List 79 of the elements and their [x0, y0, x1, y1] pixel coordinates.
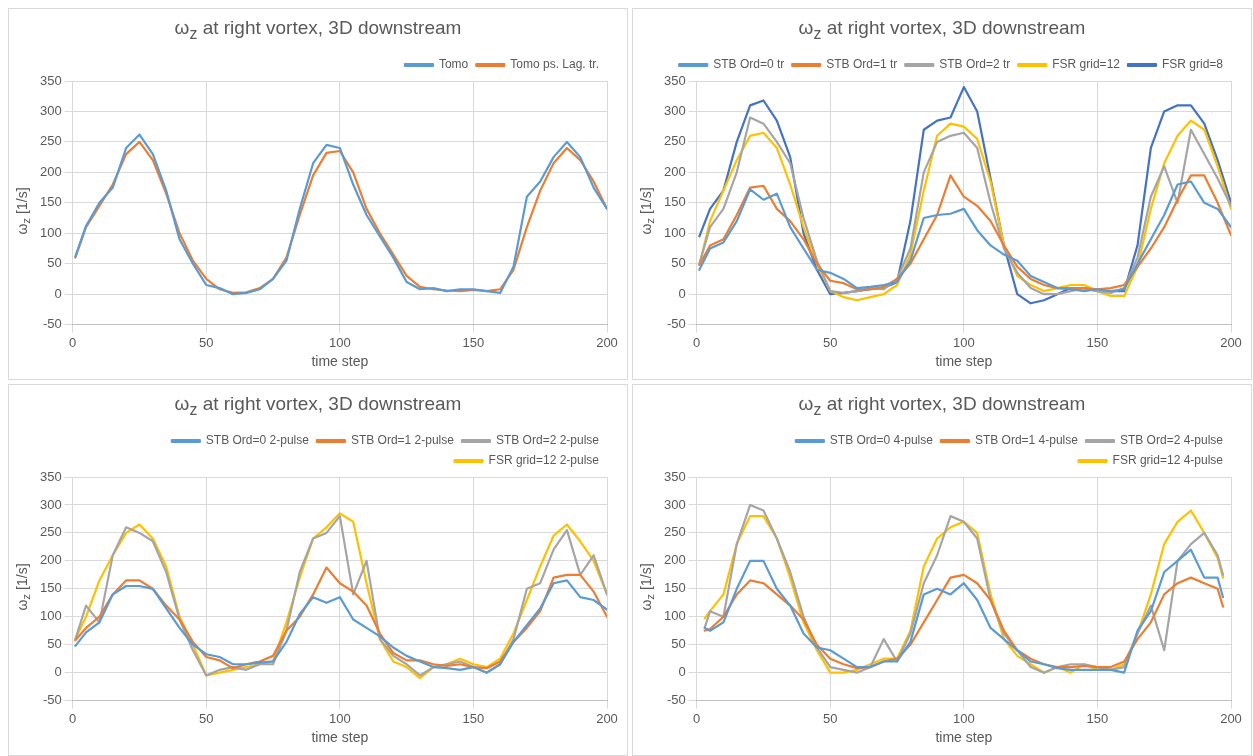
chart-title: ω$_{z}$ at right vortex, 3D downstream: [797, 16, 1087, 44]
legend-label: STB Ord=0 2-pulse: [205, 433, 310, 448]
y-tick-label: 150: [39, 580, 62, 596]
chart-title: ω$_{z}$ at right vortex, 3D downstream: [173, 392, 463, 420]
legend-label: STB Ord=1 4-pulse: [974, 433, 1079, 448]
y-tick-label: 300: [39, 103, 62, 119]
x-tick-label: 50: [823, 710, 838, 726]
y-tick-label: 50: [47, 636, 62, 652]
y-tick-label: 250: [39, 524, 62, 540]
y-tick-label: -50: [42, 316, 62, 332]
y-tick-label: 0: [54, 285, 62, 301]
y-tick-label: 200: [39, 163, 62, 179]
x-tick-label: 0: [69, 710, 77, 726]
x-tick-label: 100: [328, 334, 351, 350]
y-tick-label: 350: [39, 468, 62, 484]
y-tick-label: -50: [42, 692, 62, 708]
y-tick-label: 100: [39, 608, 62, 624]
x-tick-label: 200: [596, 334, 618, 350]
x-tick-label: 0: [693, 334, 701, 350]
y-tick-label: 150: [39, 194, 62, 210]
x-tick-label: 50: [199, 710, 214, 726]
y-tick-label: 250: [39, 133, 62, 149]
y-tick-label: 200: [663, 552, 686, 568]
y-tick-label: 100: [663, 608, 686, 624]
x-tick-label: 200: [1220, 334, 1242, 350]
y-tick-label: 50: [47, 255, 62, 271]
legend-label: Tomo: [438, 57, 469, 72]
x-tick-label: 50: [199, 334, 214, 350]
y-tick-label: 250: [663, 524, 686, 540]
y-tick-label: 0: [678, 285, 686, 301]
y-tick-label: 300: [663, 496, 686, 512]
y-tick-label: 0: [54, 664, 62, 680]
legend-label: STB Ord=2 tr: [939, 57, 1011, 72]
y-tick-label: 300: [663, 103, 686, 119]
x-tick-label: 100: [328, 710, 351, 726]
x-axis-title: time step: [935, 729, 993, 746]
y-tick-label: -50: [666, 692, 686, 708]
x-tick-label: 200: [596, 710, 618, 726]
legend-label: FSR grid=8: [1161, 57, 1224, 72]
legend-label: STB Ord=1 2-pulse: [350, 433, 455, 448]
legend-label: FSR grid=12 4-pulse: [1112, 453, 1224, 468]
x-tick-label: 50: [823, 334, 838, 350]
legend-label: STB Ord=1 tr: [826, 57, 898, 72]
legend-label: FSR grid=12 2-pulse: [488, 453, 600, 468]
y-tick-label: 350: [663, 468, 686, 484]
x-tick-label: 150: [1086, 334, 1109, 350]
x-tick-label: 150: [462, 710, 485, 726]
y-tick-label: 350: [663, 72, 686, 88]
y-tick-label: 150: [663, 580, 686, 596]
y-tick-label: 100: [39, 224, 62, 240]
x-axis-title: time step: [311, 353, 369, 370]
chart-title: ω$_{z}$ at right vortex, 3D downstream: [173, 16, 463, 44]
y-tick-label: 200: [663, 163, 686, 179]
x-tick-label: 150: [462, 334, 485, 350]
x-tick-label: 100: [952, 710, 975, 726]
chart-title: ω$_{z}$ at right vortex, 3D downstream: [797, 392, 1087, 420]
legend-label: STB Ord=2 2-pulse: [495, 433, 600, 448]
y-tick-label: 250: [663, 133, 686, 149]
y-tick-label: 50: [671, 255, 686, 271]
y-tick-label: 50: [671, 636, 686, 652]
y-tick-label: -50: [666, 316, 686, 332]
legend-label: STB Ord=0 tr: [713, 57, 785, 72]
x-axis-title: time step: [311, 729, 369, 746]
x-tick-label: 100: [952, 334, 975, 350]
y-tick-label: 150: [663, 194, 686, 210]
legend-label: Tomo ps. Lag. tr.: [510, 57, 600, 72]
y-tick-label: 0: [678, 664, 686, 680]
y-tick-label: 350: [39, 72, 62, 88]
y-tick-label: 300: [39, 496, 62, 512]
y-tick-label: 100: [663, 224, 686, 240]
legend-label: STB Ord=0 4-pulse: [829, 433, 934, 448]
x-tick-label: 0: [69, 334, 77, 350]
x-tick-label: 0: [693, 710, 701, 726]
x-axis-title: time step: [935, 353, 993, 370]
legend-label: FSR grid=12: [1052, 57, 1121, 72]
legend-label: STB Ord=2 4-pulse: [1119, 433, 1224, 448]
y-tick-label: 200: [39, 552, 62, 568]
x-tick-label: 150: [1086, 710, 1109, 726]
x-tick-label: 200: [1220, 710, 1242, 726]
